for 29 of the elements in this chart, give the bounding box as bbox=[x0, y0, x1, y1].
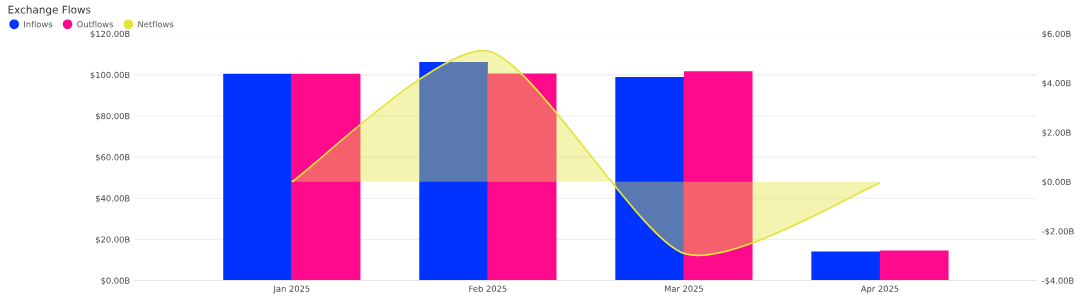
y-tick-label: $80.00B bbox=[95, 112, 130, 121]
y-tick-label: $20.00B bbox=[95, 236, 130, 244]
bar bbox=[419, 62, 488, 281]
legend-label: Outflows bbox=[77, 20, 113, 28]
bar bbox=[487, 73, 557, 281]
y2-tick-label: -$2.00B bbox=[1042, 228, 1074, 236]
bar bbox=[223, 73, 292, 281]
y-tick-label: $60.00B bbox=[95, 153, 130, 162]
x-tick-label: Apr 2025 bbox=[860, 285, 899, 294]
x-tick-label: Feb 2025 bbox=[469, 285, 507, 292]
bar bbox=[811, 251, 880, 281]
text: Exchange Flows bbox=[8, 5, 91, 16]
y-tick-label: $40.00B bbox=[95, 195, 130, 203]
y2-tick-label: $4.00B bbox=[1042, 79, 1071, 88]
y2-tick-label: $6.00B bbox=[1042, 30, 1071, 39]
y-tick-label: $100.00B bbox=[90, 71, 130, 80]
x-tick-label: Jan 2025 bbox=[273, 285, 310, 294]
y-tick-label: $120.00B bbox=[90, 30, 130, 39]
y2-tick-label: $2.00B bbox=[1042, 129, 1071, 137]
y-tick-label: $0.00B bbox=[101, 277, 130, 285]
legend-label: Inflows bbox=[24, 20, 53, 28]
bar bbox=[683, 71, 753, 281]
bar bbox=[291, 73, 361, 281]
y2-tick-label: $0.00B bbox=[1042, 178, 1071, 187]
bar bbox=[879, 250, 949, 281]
x-tick-label: Mar 2025 bbox=[664, 285, 703, 292]
y2-tick-label: -$4.00B bbox=[1042, 277, 1074, 285]
legend-label: Netflows bbox=[138, 20, 174, 28]
bar bbox=[615, 77, 684, 281]
